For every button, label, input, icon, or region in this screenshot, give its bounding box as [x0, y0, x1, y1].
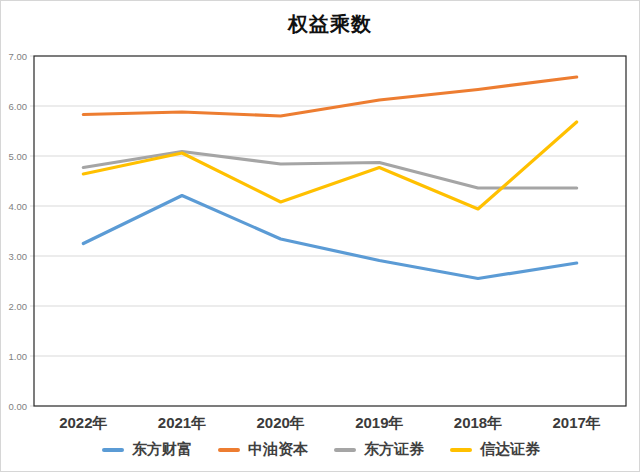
chart-canvas: 权益乘数 0.001.002.003.004.005.006.007.00202…	[0, 0, 640, 472]
y-axis-label: 5.00	[9, 151, 28, 162]
legend-item-0: 东方财富	[102, 440, 192, 459]
series-line-3	[83, 122, 576, 209]
y-axis-label: 4.00	[9, 201, 28, 212]
y-axis-label: 1.00	[9, 351, 28, 362]
legend-line-icon	[218, 448, 240, 452]
y-axis-label: 3.00	[9, 251, 28, 262]
series-line-1	[83, 77, 576, 116]
legend-item-1: 中油资本	[218, 440, 308, 459]
legend-line-icon	[102, 448, 124, 452]
plot-area: 0.00 1.00 2.00 3.00 4.00 5.00 6.00 7.00 2022年 202…	[1, 1, 640, 437]
legend-line-icon	[334, 448, 356, 452]
legend-item-3: 信达证券	[450, 440, 540, 459]
x-axis-label: 2022年	[59, 414, 107, 431]
legend-label: 东方财富	[132, 440, 192, 459]
series-line-0	[83, 196, 576, 279]
legend-label: 中油资本	[248, 440, 308, 459]
legend-line-icon	[450, 448, 472, 452]
legend: 东方财富 中油资本 东方证券 信达证券	[1, 440, 640, 459]
x-axis-label: 2019年	[355, 414, 403, 431]
legend-item-2: 东方证券	[334, 440, 424, 459]
y-axis-label: 2.00	[9, 301, 28, 312]
legend-label: 东方证券	[364, 440, 424, 459]
y-axis-label: 6.00	[9, 101, 28, 112]
x-axis-label: 2020年	[256, 414, 304, 431]
y-axis-label: 0.00	[9, 401, 28, 412]
x-axis-label: 2021年	[158, 414, 206, 431]
legend-label: 信达证券	[480, 440, 540, 459]
y-axis-label: 7.00	[9, 51, 28, 62]
x-axis-label: 2018年	[454, 414, 502, 431]
x-axis-label: 2017年	[552, 414, 600, 431]
